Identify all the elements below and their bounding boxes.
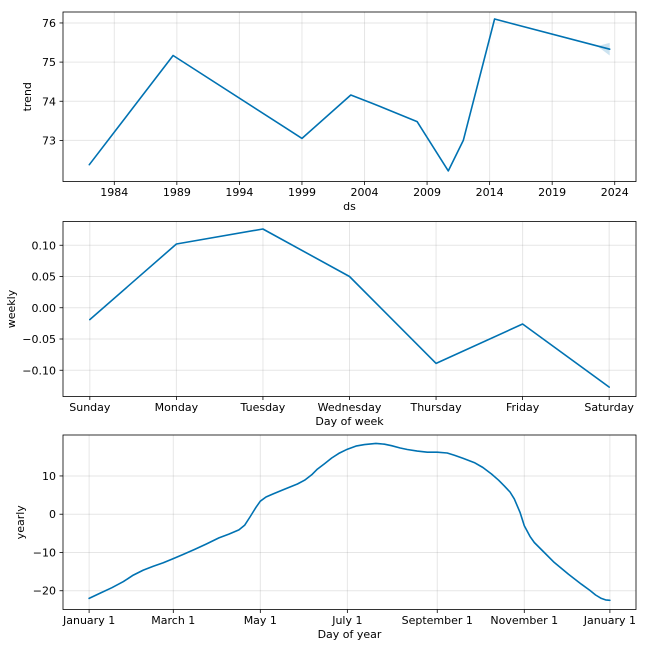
trend-y-tick-label: 73 [42,134,56,147]
weekly-y-tick-label: 0.10 [32,239,57,252]
weekly-y-axis-label: weekly [5,289,18,328]
trend-axes-spine [62,11,637,182]
trend-x-tick-label: 2014 [476,186,504,199]
yearly-y-axis-label: yearly [14,505,27,540]
trend-x-tick-label: 1999 [288,186,316,199]
yearly-y-tick-label: 0 [49,508,56,521]
trend-y-tick-label: 76 [42,17,56,30]
trend-x-tick-label: 2024 [601,186,629,199]
yearly-x-tick-label: July 1 [331,614,362,627]
weekly-x-tick-label: Monday [155,401,199,414]
weekly-x-tick-label: Tuesday [240,401,286,414]
trend-y-tick-label: 74 [42,95,56,108]
yearly-x-tick-label: November 1 [490,614,558,627]
trend-x-tick-label: 2009 [413,186,441,199]
weekly-line [89,228,611,388]
trend-x-tick-label: 1984 [100,186,128,199]
weekly-x-tick-label: Thursday [409,401,462,414]
trend-x-tick-label: 2019 [538,186,566,199]
weekly-y-tick-label: −0.05 [22,333,56,346]
yearly-y-tick-label: −20 [33,585,56,598]
yearly-x-tick-label: March 1 [151,614,195,627]
trend-line [88,18,611,172]
yearly-x-tick-label: May 1 [244,614,277,627]
weekly-x-tick-label: Saturday [584,401,634,414]
weekly-x-tick-label: Friday [506,401,540,414]
yearly-x-tick-label: January 1 [62,614,115,627]
yearly-line [88,442,611,602]
weekly-y-tick-label: 0.00 [32,302,57,315]
trend-x-axis-label: ds [343,200,356,213]
trend-y-tick-label: 75 [42,56,56,69]
yearly-y-tick-label: 10 [42,470,56,483]
yearly-x-tick-label: January 1 [583,614,636,627]
trend-x-tick-label: 1989 [163,186,191,199]
weekly-x-tick-label: Sunday [69,401,111,414]
weekly-x-tick-label: Wednesday [318,401,382,414]
weekly-y-tick-label: 0.05 [32,271,57,284]
trend-x-tick-label: 2004 [351,186,379,199]
trend-x-tick-label: 1994 [225,186,253,199]
weekly-x-axis-label: Day of week [315,415,384,428]
weekly-y-tick-label: −0.10 [22,364,56,377]
yearly-y-tick-label: −10 [33,546,56,559]
yearly-x-tick-label: September 1 [402,614,473,627]
yearly-x-axis-label: Day of year [318,628,382,641]
yearly-axes-spine [62,434,637,610]
trend-y-axis-label: trend [21,82,34,111]
